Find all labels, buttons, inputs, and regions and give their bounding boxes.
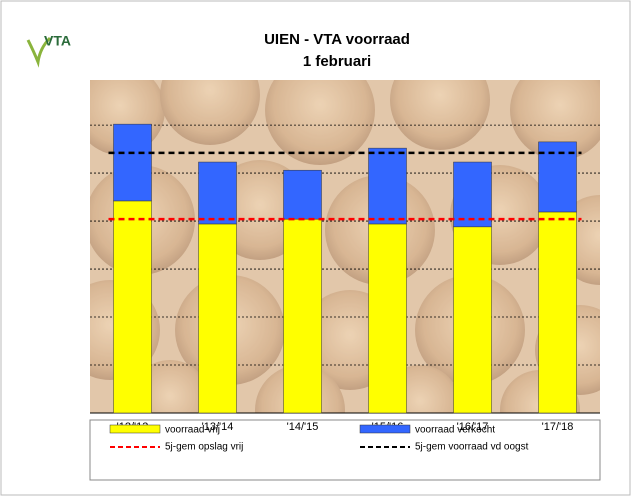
logo-text: VTA xyxy=(44,33,71,49)
legend-swatch xyxy=(110,425,160,433)
chart: VTA UIEN - VTA voorraad 1 februari '12/'… xyxy=(0,0,631,496)
legend-label: 5j-gem voorraad vd oogst xyxy=(415,442,529,453)
bar-segment xyxy=(284,219,322,413)
bar-segment xyxy=(114,201,152,413)
page: {"chart_data": {"type": "bar", "stacked"… xyxy=(0,0,631,496)
x-tick-label: '17/'18 xyxy=(542,421,574,433)
bar-segment xyxy=(369,148,407,224)
bar-segment xyxy=(114,124,152,201)
bar-segment xyxy=(199,224,237,413)
legend-label: voorraad vrij xyxy=(165,425,220,436)
legend-label: voorraad verkocht xyxy=(415,425,495,436)
bar-segment xyxy=(539,212,577,413)
legend-label: 5j-gem opslag vrij xyxy=(165,442,243,453)
bar-segment xyxy=(284,170,322,219)
x-tick-label: '14/'15 xyxy=(287,421,319,433)
chart-title: UIEN - VTA voorraad xyxy=(264,31,410,48)
bar-segment xyxy=(454,227,492,413)
bar-segment xyxy=(199,162,237,224)
bar-segment xyxy=(454,162,492,227)
bar-segment xyxy=(369,224,407,413)
chart-subtitle: 1 februari xyxy=(303,53,371,70)
legend-swatch xyxy=(360,425,410,433)
